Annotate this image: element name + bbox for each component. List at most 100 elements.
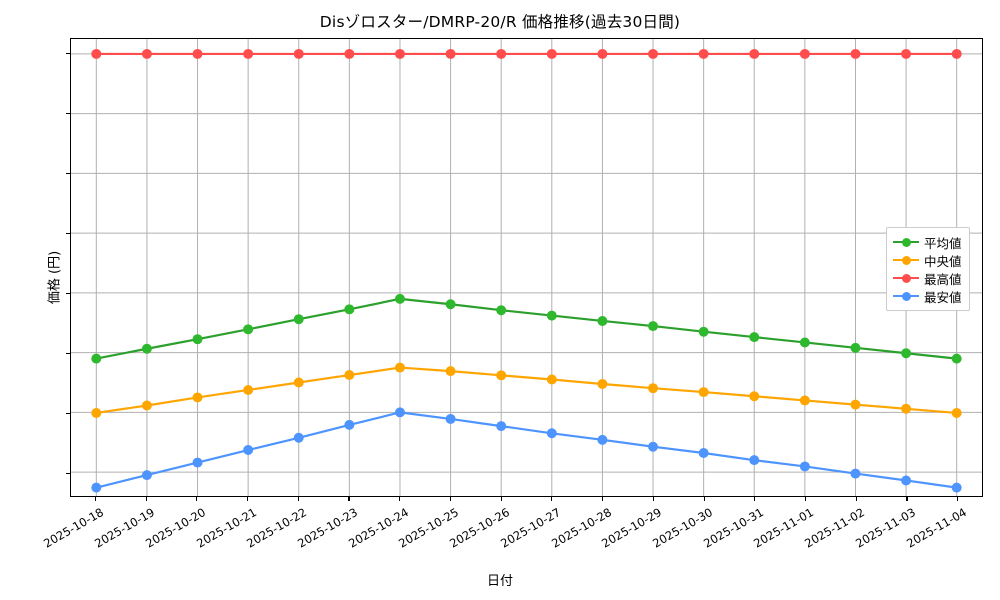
data-point <box>445 413 456 424</box>
data-point <box>698 48 709 59</box>
data-point <box>749 332 760 343</box>
y-tick-mark <box>66 172 70 174</box>
data-point <box>91 48 102 59</box>
data-point <box>496 370 507 381</box>
x-tick-mark <box>906 497 908 501</box>
x-tick-label: 2025-10-21 <box>193 505 259 551</box>
x-tick-mark <box>247 497 249 501</box>
data-point <box>546 310 557 321</box>
data-point <box>749 391 760 402</box>
x-tick-mark <box>145 497 147 501</box>
legend-item-中央値[interactable]: 中央値 <box>893 251 962 269</box>
x-tick-label: 2025-10-27 <box>497 505 563 551</box>
x-tick-label: 2025-10-18 <box>41 505 107 551</box>
data-point <box>546 48 557 59</box>
data-point <box>293 377 304 388</box>
data-point <box>951 353 962 364</box>
data-point <box>597 315 608 326</box>
x-tick-label: 2025-11-04 <box>903 505 969 551</box>
legend-marker-icon <box>893 271 919 285</box>
data-point <box>192 457 203 468</box>
series-lines <box>91 48 962 493</box>
series-平均値 <box>91 293 962 364</box>
x-tick-mark <box>94 497 96 501</box>
legend-item-最安値[interactable]: 最安値 <box>893 287 962 305</box>
legend-marker-icon <box>893 235 919 249</box>
data-point <box>344 304 355 315</box>
legend-label: 平均値 <box>924 235 962 251</box>
x-tick-mark <box>957 497 959 501</box>
data-point <box>344 48 355 59</box>
x-tick-label: 2025-10-22 <box>244 505 310 551</box>
data-point <box>698 326 709 337</box>
data-point <box>749 48 760 59</box>
x-tick-mark <box>449 497 451 501</box>
x-tick-label: 2025-10-31 <box>700 505 766 551</box>
data-point <box>192 392 203 403</box>
x-tick-label: 2025-10-24 <box>345 505 411 551</box>
data-point <box>141 343 152 354</box>
data-point <box>799 337 810 348</box>
x-tick-mark <box>196 497 198 501</box>
data-point <box>850 48 861 59</box>
data-point <box>799 48 810 59</box>
legend-item-最高値[interactable]: 最高値 <box>893 269 962 287</box>
y-tick-mark <box>66 412 70 414</box>
data-point <box>394 48 405 59</box>
data-point <box>394 362 405 373</box>
data-point <box>850 399 861 410</box>
data-point <box>799 395 810 406</box>
data-point <box>445 48 456 59</box>
y-tick-mark <box>66 292 70 294</box>
x-tick-mark <box>297 497 299 501</box>
legend-item-平均値[interactable]: 平均値 <box>893 233 962 251</box>
series-最高値 <box>91 48 962 59</box>
data-point <box>749 455 760 466</box>
data-point <box>192 334 203 345</box>
data-point <box>293 48 304 59</box>
data-point <box>901 48 912 59</box>
y-tick-mark <box>66 52 70 54</box>
data-point <box>496 421 507 432</box>
data-point <box>597 434 608 445</box>
data-point <box>648 48 659 59</box>
legend-label: 中央値 <box>924 253 962 269</box>
data-point <box>496 305 507 316</box>
x-tick-label: 2025-11-01 <box>751 505 817 551</box>
x-tick-mark <box>754 497 756 501</box>
legend-marker-icon <box>893 289 919 303</box>
data-point <box>192 48 203 59</box>
x-tick-label: 2025-10-25 <box>396 505 462 551</box>
x-tick-label: 2025-10-26 <box>447 505 513 551</box>
x-tick-label: 2025-11-03 <box>853 505 918 551</box>
data-point <box>850 342 861 353</box>
data-point <box>243 48 254 59</box>
data-point <box>91 353 102 364</box>
data-point <box>293 314 304 325</box>
x-tick-label: 2025-11-02 <box>802 505 868 551</box>
data-point <box>445 299 456 310</box>
data-point <box>698 387 709 398</box>
x-tick-mark <box>551 497 553 501</box>
data-point <box>901 348 912 359</box>
data-point <box>648 383 659 394</box>
data-point <box>546 428 557 439</box>
data-point <box>546 374 557 385</box>
data-point <box>91 482 102 493</box>
y-tick-mark <box>66 472 70 474</box>
chart-legend: 平均値中央値 最高値 最安値 <box>886 227 970 311</box>
data-point <box>597 379 608 389</box>
data-point <box>344 419 355 430</box>
x-tick-mark <box>804 497 807 501</box>
data-point <box>394 293 405 304</box>
legend-marker-icon <box>893 253 919 267</box>
x-axis-label: 日付 <box>486 574 513 589</box>
data-point <box>496 48 507 59</box>
data-point <box>141 48 152 59</box>
data-point <box>243 445 254 455</box>
data-point <box>141 400 152 411</box>
x-tick-label: 2025-10-28 <box>548 505 614 551</box>
data-point <box>698 448 709 458</box>
x-tick-mark <box>703 497 705 501</box>
